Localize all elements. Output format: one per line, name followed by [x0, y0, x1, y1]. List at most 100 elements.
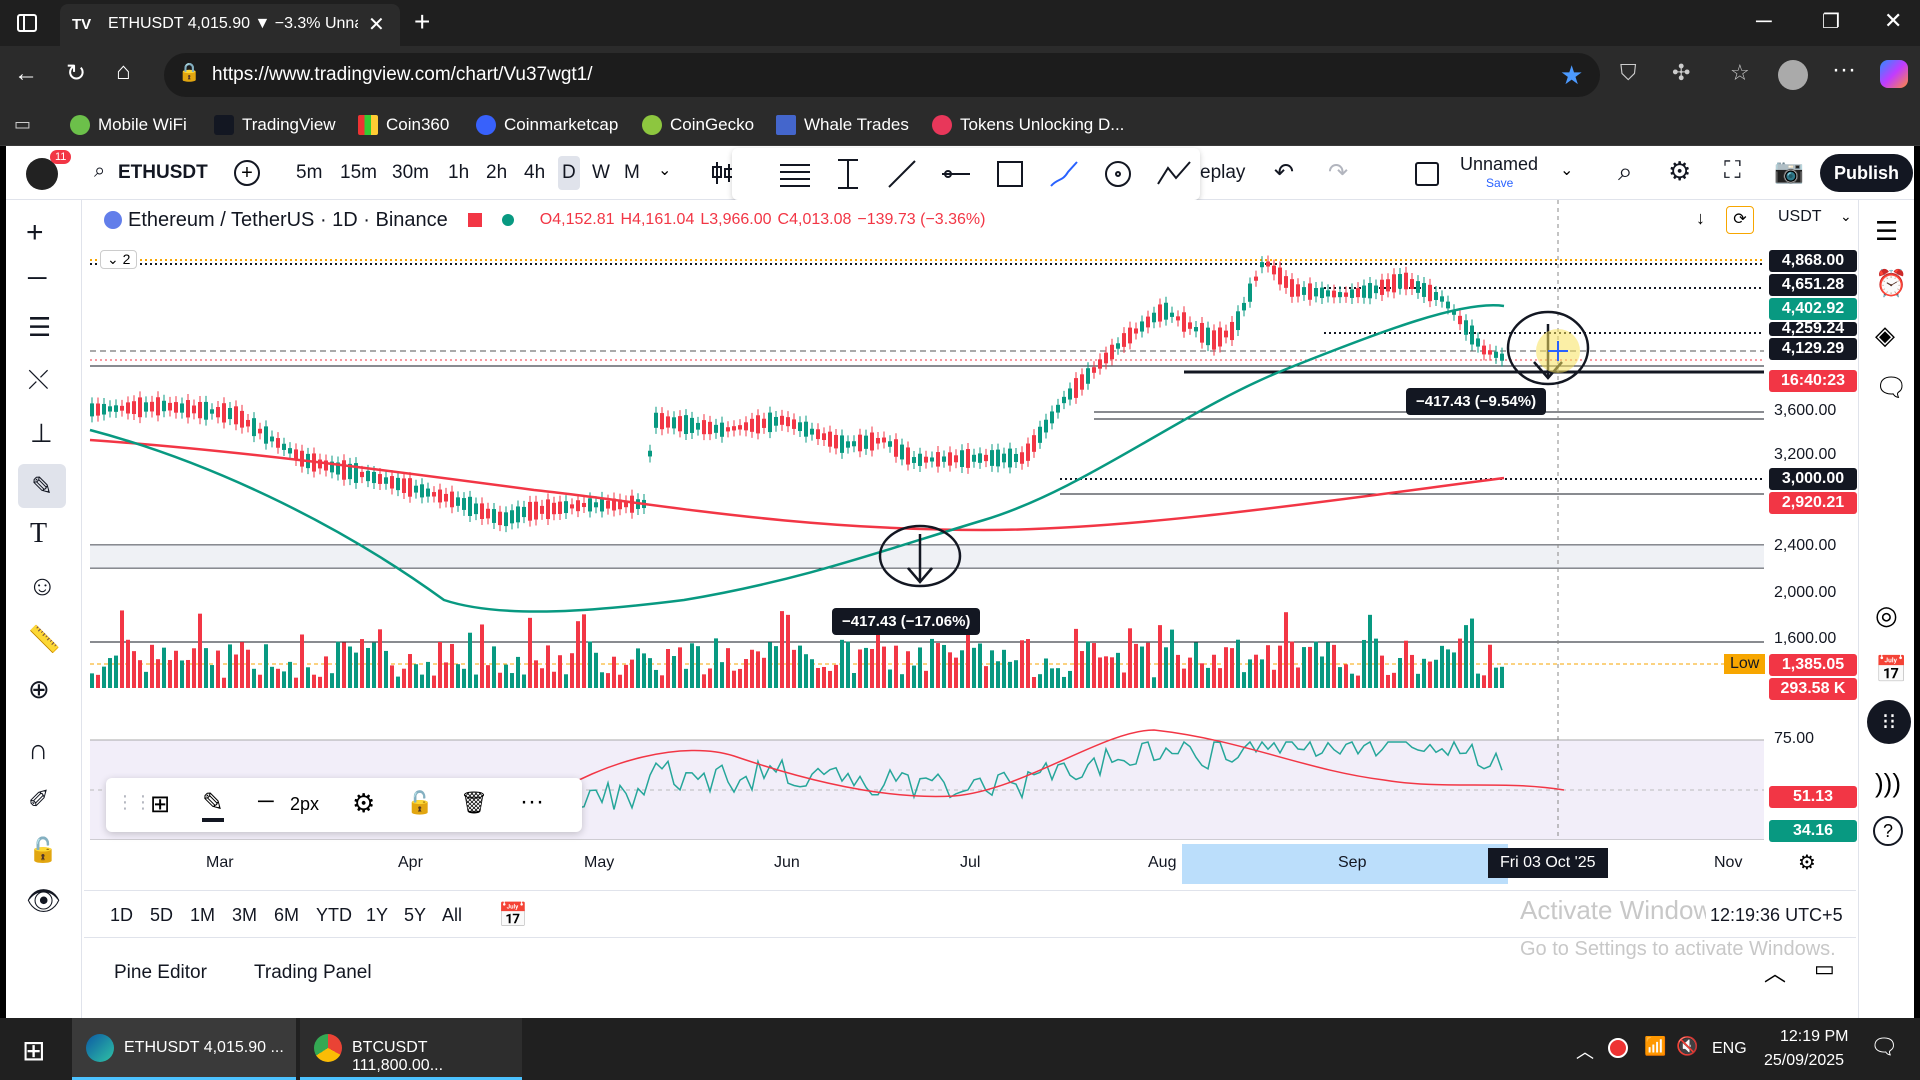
volume-muted-icon[interactable]: 🔇	[1676, 1036, 1699, 1056]
close-tab-icon[interactable]: ✕	[368, 14, 385, 36]
zoom-in-icon[interactable]: ⊕	[28, 674, 50, 704]
measure-tool-icon[interactable]: ⊥	[30, 418, 53, 448]
undo-icon[interactable]: ↶	[1274, 159, 1295, 186]
bookmark-mobile-wifi[interactable]: Mobile WiFi	[70, 104, 187, 146]
maximize-panel-icon[interactable]: ▭	[1814, 956, 1835, 981]
record-icon[interactable]	[1608, 1038, 1628, 1058]
pine-editor-tab[interactable]: Pine Editor	[114, 962, 207, 983]
favorite-star-icon[interactable]: ★	[1560, 60, 1584, 90]
flag-icon[interactable]	[467, 213, 482, 227]
alerts-clock-icon[interactable]: ⏰	[1875, 268, 1908, 298]
chart-pane[interactable]: Ethereum / TetherUS · 1D · Binance O4,15…	[84, 200, 1857, 890]
tab-actions-icon[interactable]	[16, 12, 38, 34]
interval-chevron-down-icon[interactable]: ⌄	[658, 162, 672, 179]
indicators-collapse-toggle[interactable]: ⌄ 2	[100, 250, 138, 269]
line-color-icon[interactable]: ✎	[202, 786, 224, 822]
settings-gear-icon[interactable]: ⚙	[1668, 156, 1692, 186]
candles-chart-type-icon[interactable]	[710, 160, 736, 186]
layout-icon[interactable]	[1414, 161, 1440, 187]
symbol-search-button[interactable]: ETHUSDT	[118, 162, 208, 183]
clock-label[interactable]: 12:19:36 UTC+5	[1706, 905, 1847, 926]
circle-target-icon[interactable]	[1102, 158, 1134, 190]
fib-tool-icon[interactable]: ☰	[28, 312, 52, 342]
bookmark-whale-trades[interactable]: Whale Trades	[776, 104, 909, 146]
windows-start-icon[interactable]: ⊞	[22, 1035, 46, 1066]
close-window-icon[interactable]: ✕	[1884, 8, 1903, 33]
bookmark-coinmarketcap[interactable]: Coinmarketcap	[476, 104, 618, 146]
reading-list-icon[interactable]: ▭	[14, 114, 32, 134]
url-bar[interactable]: 🔒 https://www.tradingview.com/chart/Vu37…	[164, 53, 1600, 97]
hide-drawings-icon[interactable]: 👁	[26, 885, 62, 916]
rectangle-icon[interactable]	[994, 158, 1026, 190]
lock-icon[interactable]: 🔓	[406, 790, 434, 815]
fullscreen-icon[interactable]: ⛶	[1724, 157, 1741, 184]
lock-drawings-icon[interactable]: 🔓	[28, 837, 58, 864]
taskbar-time[interactable]: 12:19 PM	[1780, 1028, 1849, 1045]
interval-m[interactable]: M	[624, 162, 640, 183]
crosshair-icon[interactable]: +	[26, 216, 44, 249]
interval-4h[interactable]: 4h	[524, 162, 546, 183]
range-1d[interactable]: 1D	[110, 905, 134, 925]
interval-2h[interactable]: 2h	[486, 162, 508, 183]
interval-15m[interactable]: 15m	[340, 162, 377, 183]
layout-save-label[interactable]: Save	[1486, 176, 1514, 190]
apps-grid-icon[interactable]: ⁝⁝	[1867, 700, 1911, 744]
bookmark-coin360[interactable]: Coin360	[358, 104, 449, 146]
layout-name[interactable]: Unnamed	[1460, 154, 1539, 174]
restore-icon[interactable]: ❐	[1822, 11, 1840, 33]
settings-icon[interactable]: ⚙	[352, 788, 376, 818]
watchlist-icon[interactable]: ☰	[1875, 216, 1899, 246]
minimize-icon[interactable]: ─	[1756, 8, 1772, 33]
brush-icon[interactable]	[1048, 158, 1080, 190]
home-icon[interactable]: ⌂	[116, 58, 131, 85]
bookmark-tradingview[interactable]: TradingView	[214, 104, 336, 146]
wifi-icon[interactable]: 📶	[1644, 1036, 1667, 1056]
drag-handle-icon[interactable]: ⋮⋮	[116, 792, 152, 812]
range-5d[interactable]: 5D	[150, 905, 174, 925]
shield-icon[interactable]: ⛉	[1620, 60, 1637, 85]
taskbar-date[interactable]: 25/09/2025	[1764, 1052, 1845, 1069]
range-5y[interactable]: 5Y	[404, 905, 427, 925]
range-ytd[interactable]: YTD	[316, 905, 352, 925]
magnet-icon[interactable]: ∩	[28, 734, 49, 765]
tray-chevron-up-icon[interactable]: ︿	[1576, 1042, 1594, 1062]
interval-d[interactable]: D	[558, 156, 580, 190]
ruler-icon[interactable]: 📏	[28, 624, 61, 654]
extensions-icon[interactable]: ✣	[1672, 60, 1691, 85]
publish-button[interactable]: Publish	[1820, 154, 1914, 192]
range-1y[interactable]: 1Y	[366, 905, 389, 925]
refresh-icon[interactable]: ↻	[66, 60, 87, 87]
text-tool-icon[interactable]: T	[30, 518, 48, 549]
search-icon[interactable]: ⌕	[94, 160, 106, 182]
redo-icon[interactable]: ↷	[1328, 159, 1349, 186]
notifications-icon[interactable]: 🗨	[1870, 1034, 1898, 1059]
brush-tool-icon[interactable]: ✎	[18, 464, 66, 508]
user-avatar[interactable]	[26, 158, 58, 190]
bookmark-tokens-unlocking[interactable]: Tokens Unlocking D...	[932, 104, 1124, 146]
legend-title[interactable]: Ethereum / TetherUS · 1D · Binance	[128, 208, 448, 231]
collapse-panel-icon[interactable]: ︿	[1764, 961, 1787, 986]
interval-1h[interactable]: 1h	[448, 162, 470, 183]
more-menu-icon[interactable]: ···	[1832, 56, 1856, 83]
browser-tab-active[interactable]: TV ETHUSDT 4,015.90 ▼ −3.3% Unna ✕	[60, 4, 400, 46]
profile-avatar[interactable]	[1778, 60, 1808, 90]
help-icon[interactable]: ?	[1873, 816, 1903, 846]
path-icon[interactable]	[1156, 158, 1192, 190]
compare-symbol-icon[interactable]: +	[234, 160, 260, 186]
calendar-icon[interactable]: 📅	[1875, 654, 1908, 684]
emoji-tool-icon[interactable]: ☺	[28, 570, 57, 601]
range-1m[interactable]: 1M	[190, 905, 216, 925]
trend-line-tool-icon[interactable]: ─	[28, 262, 47, 292]
interval-w[interactable]: W	[592, 162, 610, 183]
trading-panel-tab[interactable]: Trading Panel	[254, 962, 372, 983]
chat-icon[interactable]: 🗨	[1875, 372, 1909, 402]
trash-icon[interactable]: 🗑	[460, 790, 488, 815]
sync-icon[interactable]: ⟳	[1726, 206, 1754, 234]
target-icon[interactable]: ◎	[1875, 600, 1898, 630]
interval-30m[interactable]: 30m	[392, 162, 429, 183]
range-6m[interactable]: 6M	[274, 905, 300, 925]
signal-icon[interactable]: )))	[1875, 768, 1901, 798]
stay-drawing-icon[interactable]: ✐	[28, 784, 50, 814]
fib-retracement-icon[interactable]	[778, 160, 812, 188]
taskbar-app-chrome[interactable]: BTCUSDT 111,800.00...	[300, 1018, 522, 1080]
